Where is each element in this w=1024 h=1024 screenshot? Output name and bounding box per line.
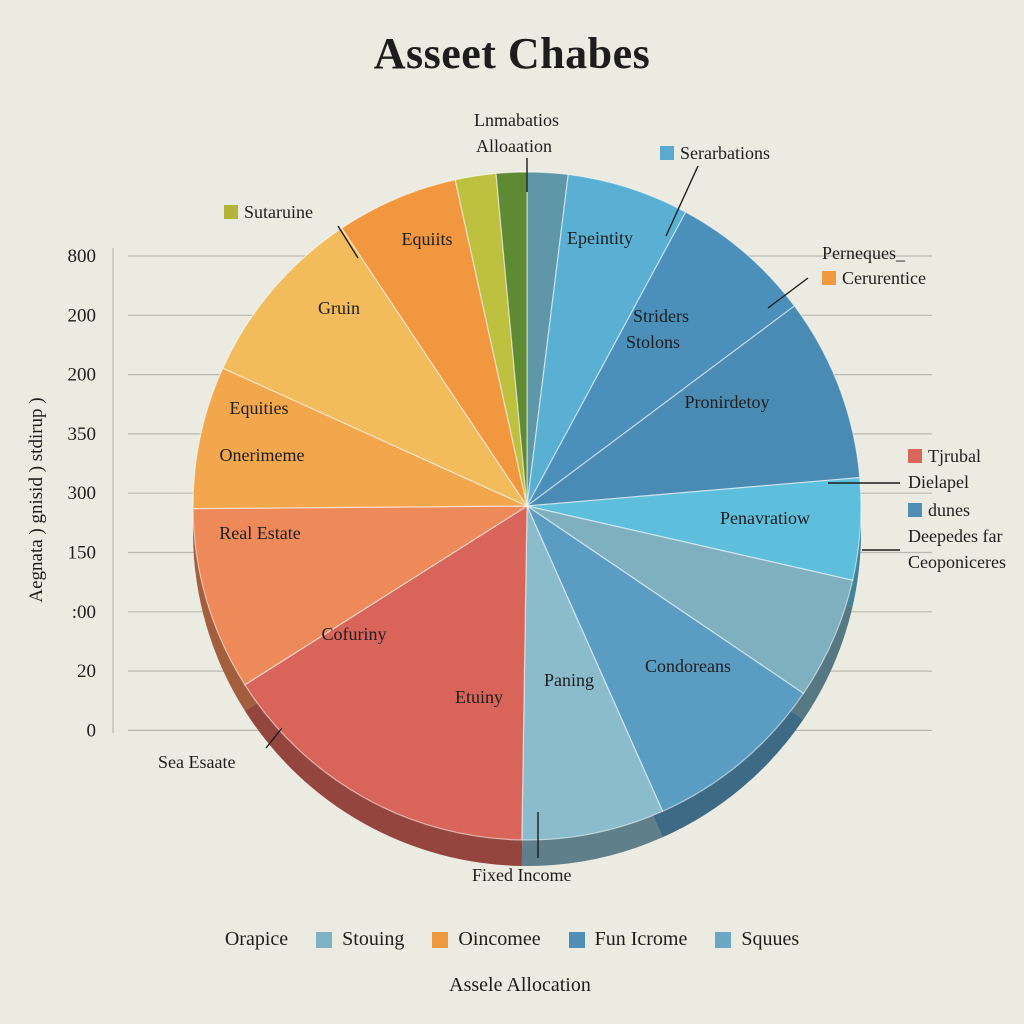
annotation-serarbations: Serarbations <box>660 143 770 164</box>
legend-swatch-icon <box>822 271 836 285</box>
pie-slice <box>340 179 528 507</box>
legend-swatch-icon <box>432 931 449 948</box>
slice-label: Equities <box>230 398 289 418</box>
legend-label: Orapice <box>224 928 289 950</box>
annotation-ceoponiceres: Ceoponiceres <box>908 552 1006 572</box>
pie-slice <box>244 504 528 841</box>
annotation-dunes: dunes <box>908 500 970 521</box>
annotation-cerurentice: Cerurentice <box>822 268 926 289</box>
legend-swatch-icon <box>715 931 732 948</box>
slice-label: Gruin <box>318 298 360 318</box>
annotation-fixed-income: Fixed Income <box>472 865 572 885</box>
legend-swatch-icon <box>908 449 922 463</box>
pie-slices <box>192 171 862 841</box>
slice-label: Pronirdetoy <box>685 392 770 412</box>
slice-label: Epeintity <box>567 228 633 248</box>
legend-item: Oincomee <box>432 928 541 951</box>
legend-item: Stouing <box>316 928 404 951</box>
slice-label: Equiits <box>401 229 452 249</box>
annotation-sea-esaate: Sea Esaate <box>158 752 236 772</box>
slice-label: Penavratiow <box>720 508 810 528</box>
legend-label: Oincomee <box>458 928 541 950</box>
legend-item: Fun Icrome <box>568 928 688 951</box>
chart-footer: Assele Allocation <box>449 974 591 996</box>
legend-swatch-icon <box>316 931 333 948</box>
pie-slice <box>192 367 528 510</box>
slice-label: Onerimeme <box>220 445 305 465</box>
leader-lines <box>265 158 900 858</box>
slice-label: Striders <box>633 306 689 326</box>
y-tick-label: 200 <box>68 305 97 326</box>
slice-label: Cofuriny <box>322 624 387 644</box>
annotation-tjrubal: Tjrubal <box>908 446 981 467</box>
legend-item: Squues <box>715 928 799 951</box>
chart-title: Asseet Chabes <box>373 29 651 78</box>
annotation-perneques: Perneques_ <box>822 243 905 263</box>
annotation-lnmabatios: Lnmabatios <box>474 110 559 130</box>
legend-swatch-icon <box>224 205 238 219</box>
legend-label: Stouing <box>342 928 405 950</box>
annotation-deepedes: Deepedes far <box>908 526 1003 546</box>
chart-legend: Orapice Stouing Oincomee Fun Icrome Squues <box>0 928 1024 951</box>
legend-label: Squues <box>741 928 800 950</box>
legend-swatch-icon <box>908 503 922 517</box>
y-tick-label: 350 <box>68 424 97 445</box>
y-tick-label: 300 <box>68 483 97 504</box>
y-tick-label: 800 <box>68 246 97 267</box>
annotation-alloaation: Alloaation <box>476 136 552 156</box>
legend-label: Fun Icrome <box>594 928 688 950</box>
y-tick-label: 20 <box>77 661 96 682</box>
y-tick-label: 0 <box>87 720 97 741</box>
pie-slice <box>192 505 530 686</box>
legend-swatch-icon <box>568 931 585 948</box>
annotation-dielapel: Dielapel <box>908 472 969 492</box>
pie-slice <box>526 211 796 507</box>
y-tick-label: 200 <box>68 365 97 386</box>
annotation-suturuine: Sutaruine <box>224 202 313 223</box>
slice-label: Real Estate <box>219 523 300 543</box>
slice-label: Condoreans <box>645 656 731 676</box>
y-tick-label: 150 <box>68 543 97 564</box>
slice-label: Stolons <box>626 332 680 352</box>
slice-labels: Epeintity Striders Stolons Pronirdetoy Penav… <box>219 228 810 707</box>
pie-slice <box>521 505 664 841</box>
pie-slice <box>526 173 687 507</box>
slice-label: Paning <box>544 670 594 690</box>
pie-slice <box>526 505 854 695</box>
pie-slice <box>525 504 805 813</box>
y-tick-label: :00 <box>72 602 96 623</box>
slice-label: Etuiny <box>455 687 503 707</box>
legend-swatch-icon <box>660 146 674 160</box>
y-axis-label: Aegnata ) gnisid ) stdirup ) <box>26 397 47 602</box>
pie-slice <box>221 227 529 508</box>
legend-item: Orapice <box>225 928 288 951</box>
pie-slice <box>524 305 861 507</box>
